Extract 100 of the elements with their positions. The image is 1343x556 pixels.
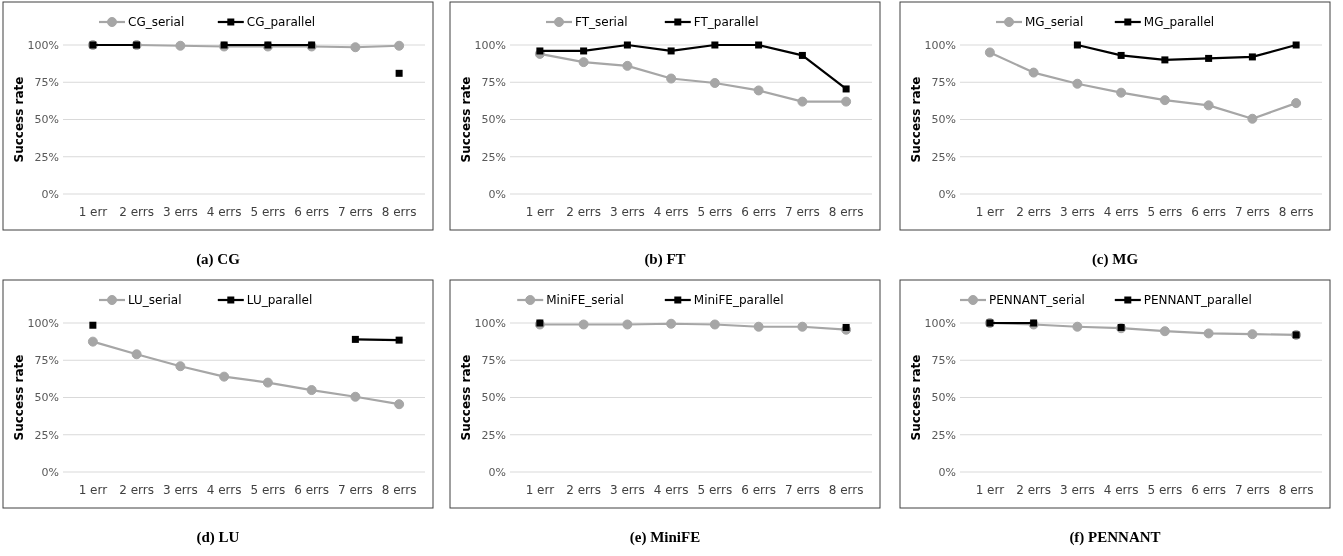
x-tick-label: 7 errs <box>1235 483 1270 497</box>
x-tick-label: 8 errs <box>1278 483 1314 497</box>
y-tick-label: 0% <box>41 187 59 201</box>
x-tick-label: 2 errs <box>119 205 154 219</box>
x-tick-label: 7 errs <box>338 483 373 497</box>
text: (f) PENNANT <box>1069 529 1161 546</box>
y-tick-label: 75% <box>931 354 956 368</box>
legend-label: LU_serial <box>128 293 182 308</box>
y-axis-title: Success rate <box>909 354 923 441</box>
y-tick-label: 25% <box>931 428 956 442</box>
y-tick-label: 25% <box>34 428 59 442</box>
x-tick-label: 2 errs <box>566 205 601 219</box>
x-tick-label: 4 errs <box>206 483 242 497</box>
x-tick-label: 5 errs <box>1147 205 1183 219</box>
y-tick-label: 0% <box>488 187 506 201</box>
x-tick-label: 6 errs <box>1191 205 1226 219</box>
y-tick-label: 50% <box>481 113 506 127</box>
y-tick-label: 50% <box>931 391 956 405</box>
y-axis-title: Success rate <box>459 354 473 441</box>
legend-label: FT_parallel <box>693 15 759 30</box>
legend-label: MG_parallel <box>1143 15 1215 30</box>
y-tick-label: 50% <box>34 113 59 127</box>
y-tick-label: 50% <box>481 391 506 405</box>
x-tick-label: 4 errs <box>653 483 689 497</box>
x-tick-label: 4 errs <box>1103 205 1139 219</box>
x-tick-label: 8 errs <box>828 483 864 497</box>
x-tick-label: 6 errs <box>741 205 776 219</box>
x-tick-label: 1 err <box>975 483 1005 497</box>
y-tick-label: 100% <box>924 38 956 52</box>
legend-label: MiniFE_serial <box>546 293 624 308</box>
x-tick-label: 6 errs <box>741 483 776 497</box>
legend-label: FT_serial <box>575 15 628 30</box>
y-tick-label: 0% <box>938 187 956 201</box>
y-axis-title: Success rate <box>909 76 923 163</box>
x-tick-label: 5 errs <box>697 205 733 219</box>
x-tick-label: 6 errs <box>294 205 329 219</box>
y-tick-label: 75% <box>931 76 956 90</box>
y-tick-label: 50% <box>34 391 59 405</box>
y-tick-label: 25% <box>481 150 506 164</box>
x-tick-label: 7 errs <box>1235 205 1270 219</box>
legend-label: PENNANT_serial <box>989 293 1085 308</box>
y-tick-label: 25% <box>931 150 956 164</box>
y-tick-label: 0% <box>488 465 506 479</box>
x-tick-label: 2 errs <box>566 483 601 497</box>
text: (e) MiniFE <box>629 529 701 546</box>
x-tick-label: 8 errs <box>1278 205 1314 219</box>
y-tick-label: 100% <box>27 38 59 52</box>
text: (a) CG <box>196 251 241 268</box>
text: (c) MG <box>1091 251 1139 268</box>
y-tick-label: 25% <box>34 150 59 164</box>
y-tick-label: 100% <box>27 316 59 330</box>
x-tick-label: 3 errs <box>1060 205 1095 219</box>
legend-label: MiniFE_parallel <box>693 293 784 308</box>
x-tick-label: 5 errs <box>250 205 286 219</box>
x-tick-label: 6 errs <box>294 483 329 497</box>
x-tick-label: 3 errs <box>610 205 645 219</box>
legend-label: LU_parallel <box>246 293 313 308</box>
x-tick-label: 7 errs <box>785 483 820 497</box>
y-tick-label: 50% <box>931 113 956 127</box>
text: (b) FT <box>644 251 686 268</box>
y-axis-title: Success rate <box>12 354 26 441</box>
y-tick-label: 100% <box>474 316 506 330</box>
legend-label: MG_serial <box>1025 15 1084 30</box>
y-tick-label: 75% <box>481 354 506 368</box>
legend-label: PENNANT_parallel <box>1143 293 1252 308</box>
legend-label: CG_parallel <box>246 15 316 30</box>
y-tick-label: 0% <box>938 465 956 479</box>
x-tick-label: 4 errs <box>206 205 242 219</box>
y-tick-label: 100% <box>474 38 506 52</box>
x-tick-label: 5 errs <box>697 483 733 497</box>
x-tick-label: 5 errs <box>250 483 286 497</box>
x-tick-label: 2 errs <box>1016 205 1051 219</box>
x-tick-label: 1 err <box>525 483 555 497</box>
y-axis-title: Success rate <box>12 76 26 163</box>
x-tick-label: 3 errs <box>163 483 198 497</box>
y-tick-label: 75% <box>481 76 506 90</box>
x-tick-label: 7 errs <box>785 205 820 219</box>
y-tick-label: 0% <box>41 465 59 479</box>
y-tick-label: 25% <box>481 428 506 442</box>
y-tick-label: 75% <box>34 76 59 90</box>
legend-label: CG_serial <box>128 15 185 30</box>
x-tick-label: 8 errs <box>381 483 417 497</box>
x-tick-label: 1 err <box>78 205 108 219</box>
x-tick-label: 1 err <box>975 205 1005 219</box>
x-tick-label: 5 errs <box>1147 483 1183 497</box>
text: (d) LU <box>196 529 240 546</box>
x-tick-label: 2 errs <box>1016 483 1051 497</box>
y-axis-title: Success rate <box>459 76 473 163</box>
x-tick-label: 3 errs <box>610 483 645 497</box>
x-tick-label: 6 errs <box>1191 483 1226 497</box>
x-tick-label: 1 err <box>525 205 555 219</box>
x-tick-label: 8 errs <box>828 205 864 219</box>
x-tick-label: 2 errs <box>119 483 154 497</box>
x-tick-label: 3 errs <box>163 205 198 219</box>
x-tick-label: 4 errs <box>1103 483 1139 497</box>
x-tick-label: 4 errs <box>653 205 689 219</box>
x-tick-label: 7 errs <box>338 205 373 219</box>
x-tick-label: 3 errs <box>1060 483 1095 497</box>
y-tick-label: 100% <box>924 316 956 330</box>
y-tick-label: 75% <box>34 354 59 368</box>
